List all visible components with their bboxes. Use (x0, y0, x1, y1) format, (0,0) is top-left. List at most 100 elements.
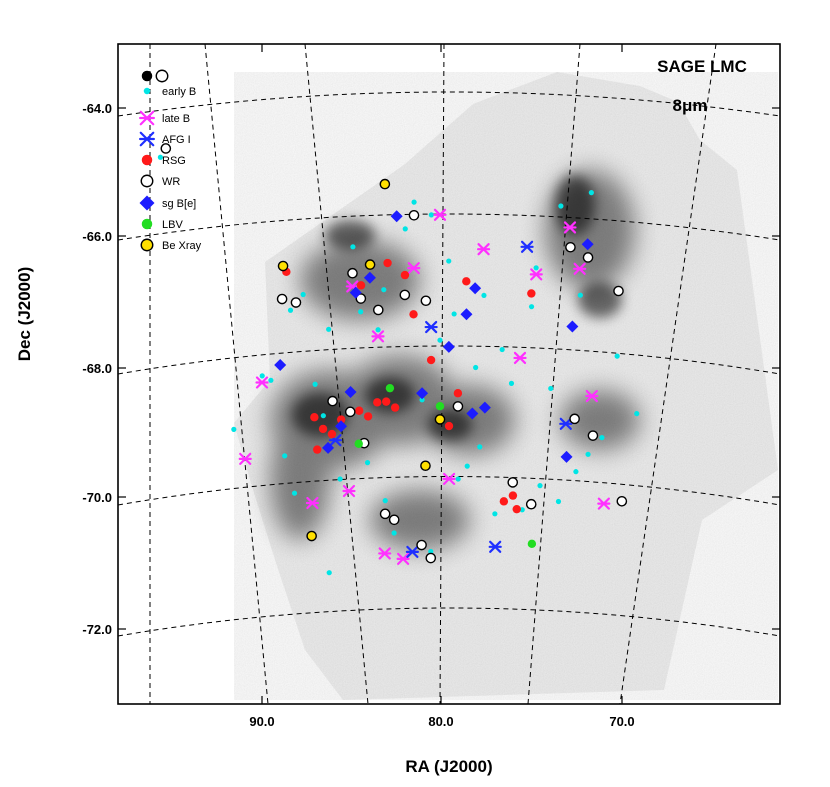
marker-WR (525, 498, 537, 510)
legend-label-WR: WR (162, 176, 180, 188)
ra-grid-line (527, 44, 581, 704)
marker-eB (634, 411, 640, 417)
marker-eB (391, 530, 397, 536)
marker-eB (573, 469, 579, 475)
marker-sgBe (322, 441, 335, 454)
marker-WR (372, 304, 384, 316)
marker-WR (408, 210, 420, 221)
marker-RSG (373, 398, 382, 407)
marker-sgBe (560, 450, 573, 463)
marker-eB (446, 258, 452, 264)
marker-WR (565, 241, 576, 253)
marker-eB (492, 511, 498, 517)
marker-sgBe (442, 340, 455, 353)
marker-lB (573, 262, 587, 275)
data-markers (157, 143, 640, 576)
marker-RSG (318, 424, 328, 434)
marker-RSG (426, 355, 436, 365)
x-axis-title: RA (J2000) (405, 757, 492, 776)
legend-symbol-RSG (141, 154, 153, 166)
marker-eB (477, 444, 483, 450)
marker-WR (290, 297, 302, 308)
marker-eB (451, 311, 457, 317)
marker-WR (425, 552, 437, 564)
y-tick-label: -68.0 (82, 361, 112, 376)
marker-AFG (405, 545, 419, 559)
dec-grid-line (118, 91, 780, 117)
marker-eB (382, 498, 388, 504)
marker-eB (300, 291, 306, 298)
legend-symbol-sgBe (139, 195, 155, 211)
marker-lB (442, 472, 456, 485)
marker-RSG (310, 413, 319, 422)
legend-label-RSG: RSG (162, 155, 186, 167)
marker-WR (327, 395, 338, 407)
marker-sgBe (335, 420, 348, 433)
marker-eB (499, 346, 505, 353)
marker-WR (569, 413, 580, 425)
legend-label-LBV: LBV (162, 219, 183, 231)
marker-BeX (420, 460, 431, 472)
marker-eB (402, 226, 408, 232)
marker-RSG (355, 406, 364, 415)
marker-RSG (462, 277, 471, 286)
marker-eB (337, 476, 343, 482)
marker-AFG (520, 240, 534, 253)
marker-WR (388, 514, 400, 526)
marker-AFG (424, 320, 438, 334)
legend-label-lB: late B (162, 113, 190, 125)
marker-lB (597, 497, 611, 510)
marker-RSG (444, 421, 454, 431)
x-tick-label: 70.0 (609, 714, 634, 729)
y-tick-label: -64.0 (82, 101, 112, 116)
y-tick-label: -66.0 (82, 229, 112, 244)
marker-eB (419, 397, 425, 403)
legend-symbol-LBV (141, 218, 153, 230)
ra-grid-line (439, 44, 445, 704)
marker-BeX (364, 259, 376, 270)
marker-BeX (434, 414, 446, 425)
y-tick-label: -72.0 (82, 622, 112, 637)
marker-eB (481, 292, 487, 299)
marker-lB (371, 330, 385, 343)
x-tick-label: 90.0 (249, 714, 274, 729)
marker-eB (585, 451, 591, 457)
marker-eB (455, 476, 461, 482)
marker-lB (255, 376, 269, 389)
legend-label-BeX: Be Xray (162, 240, 202, 252)
x-tick-label: 80.0 (428, 714, 453, 729)
marker-AFG (488, 540, 502, 553)
marker-eB (537, 483, 543, 489)
marker-eB (291, 490, 298, 496)
marker-sgBe (363, 271, 376, 284)
marker-eB (558, 203, 564, 209)
marker-RSG (383, 258, 392, 268)
marker-LBV (435, 402, 445, 411)
legend-symbol-AFG (139, 131, 155, 147)
marker-eB (555, 498, 562, 505)
marker-eB (358, 309, 364, 315)
marker-eB (350, 244, 356, 250)
marker-WR (355, 293, 367, 304)
marker-RSG (390, 403, 400, 412)
marker-eB (548, 385, 554, 392)
marker-sgBe (416, 387, 429, 400)
marker-WR (587, 430, 599, 441)
marker-RSG (336, 415, 346, 424)
marker-eB (375, 327, 381, 333)
legend-symbol-lB (139, 110, 155, 126)
marker-sgBe (390, 210, 403, 223)
dec-grid-line (118, 213, 780, 241)
chart-title: SAGE LMC (657, 57, 747, 76)
dec-grid-line (118, 476, 780, 506)
marker-eB (268, 377, 274, 383)
marker-WR (276, 293, 288, 305)
marker-sgBe (466, 407, 479, 420)
marker-lB (342, 484, 356, 498)
marker-sgBe (566, 320, 579, 333)
ra-grid-line (304, 44, 369, 704)
marker-RSG (400, 270, 410, 280)
marker-RSG (382, 397, 391, 406)
marker-LBV (385, 383, 395, 393)
marker-RSG (527, 289, 536, 298)
